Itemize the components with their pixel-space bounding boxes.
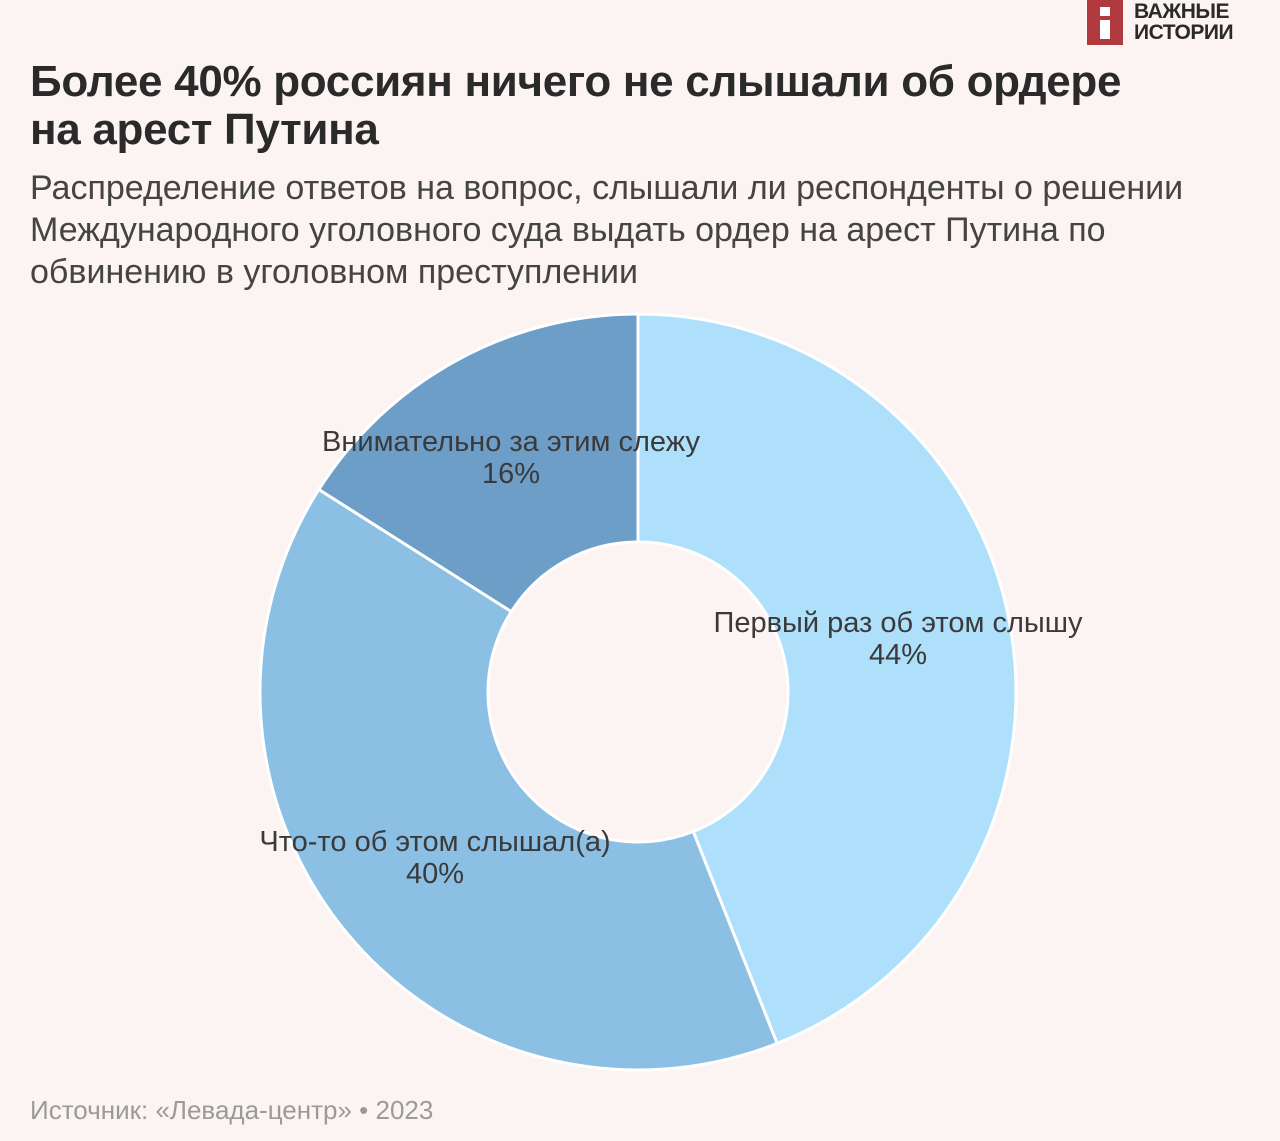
slice-label-3: Внимательно за этим слежу	[322, 426, 700, 458]
slice-label-2: Что-то об этом слышал(а)	[259, 826, 610, 858]
donut-slice-2	[258, 487, 780, 1072]
slice-value-1: 44%	[869, 639, 927, 671]
donut-slice-1	[636, 312, 1018, 1046]
source-note: Источник: «Левада-центр» • 2023	[30, 1095, 434, 1125]
info-icon	[1087, 0, 1123, 45]
brand-line-1: ВАЖНЫЕ	[1134, 0, 1230, 23]
brand-logo: ВАЖНЫЕ ИСТОРИИ	[1087, 0, 1234, 45]
chart-subtitle: Распределение ответов на вопрос, слышали…	[30, 169, 1184, 291]
slice-value-2: 40%	[406, 858, 464, 890]
brand-name: ВАЖНЫЕ ИСТОРИИ	[1134, 0, 1234, 44]
chart-title: Более 40% россиян ничего не слышали об о…	[30, 57, 1122, 154]
slice-value-3: 16%	[482, 458, 540, 490]
donut-slice-3	[316, 312, 640, 614]
brand-line-2: ИСТОРИИ	[1134, 21, 1234, 44]
slice-label-1: Первый раз об этом слышу	[714, 607, 1083, 639]
